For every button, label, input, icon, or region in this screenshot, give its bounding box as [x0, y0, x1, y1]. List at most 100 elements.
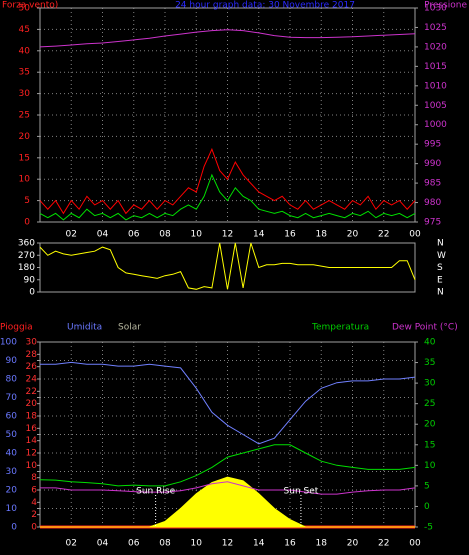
- x-tick-label: 22: [378, 230, 389, 240]
- y2-tick-label: 1025: [424, 23, 447, 33]
- plot-frame: [39, 7, 416, 223]
- x-tick-label: 06: [128, 230, 140, 240]
- y-tick-label: 70: [6, 393, 18, 403]
- y2-tick-label: 10: [424, 461, 436, 471]
- chart-title: 24 hour graph data: 30 Novembre 2017: [175, 1, 355, 11]
- y-tick-label: 0: [24, 218, 30, 228]
- x-tick-label: 20: [347, 230, 359, 240]
- y2-tick-label: 15: [424, 440, 435, 450]
- y-tick-label: 180: [18, 263, 35, 273]
- y-tick-label: 60: [6, 412, 18, 422]
- y2-tick-label: 975: [424, 218, 441, 228]
- y-tick-label: 360: [18, 239, 35, 249]
- x-tick-label: 00: [409, 539, 421, 549]
- y2-tick-label: 40: [424, 338, 436, 348]
- x-tick-label: 00: [409, 230, 421, 240]
- y-tick-label: 10: [6, 504, 18, 514]
- x-tick-label: 02: [66, 230, 77, 240]
- y3-tick-label: 16: [26, 424, 38, 434]
- x-tick-label: 14: [253, 230, 265, 240]
- y2-tick-label: 20: [424, 420, 436, 430]
- line: [39, 444, 416, 487]
- y2-axis-label: Pressione: [424, 1, 467, 11]
- x-tick-label: 16: [284, 539, 296, 549]
- y2-tick-label: 1010: [424, 81, 447, 91]
- legend-entry: Umidita: [67, 323, 102, 333]
- y2-tick-label: 980: [424, 198, 441, 208]
- x-tick-label: 08: [159, 230, 171, 240]
- y2-tick-label: 1020: [424, 42, 447, 52]
- x-tick-label: 02: [66, 539, 77, 549]
- y-tick-label: 0: [29, 288, 35, 298]
- y3-tick-label: 26: [26, 362, 38, 372]
- annotation: Sun Rise: [136, 487, 175, 497]
- plot-frame: [39, 242, 416, 293]
- x-tick-label: 10: [191, 230, 203, 240]
- x-tick-label: 12: [222, 230, 233, 240]
- y-tick-label: 90: [24, 275, 36, 285]
- y-tick-label: 10: [19, 175, 31, 185]
- line: [40, 481, 416, 495]
- y-tick-label: 15: [19, 153, 30, 163]
- x-tick-label: 10: [191, 539, 203, 549]
- compass-label: N: [437, 239, 444, 249]
- compass-label: W: [437, 251, 446, 261]
- y-tick-label: 20: [19, 132, 31, 142]
- x-tick-label: 04: [97, 230, 109, 240]
- legend-entry: Pioggia: [0, 323, 33, 333]
- y3-tick-label: 0: [31, 523, 37, 533]
- x-tick-label: 12: [222, 539, 233, 549]
- y3-tick-label: 6: [31, 486, 37, 496]
- line: [40, 361, 416, 445]
- y-tick-label: 40: [19, 46, 31, 56]
- y2-tick-label: 25: [424, 399, 435, 409]
- x-tick-label: 22: [378, 539, 389, 549]
- y3-tick-label: 24: [26, 375, 38, 385]
- y-tick-label: 25: [19, 111, 30, 121]
- y3-tick-label: 10: [26, 461, 38, 471]
- y-tick-label: 80: [6, 375, 18, 385]
- y-tick-label: 20: [6, 486, 18, 496]
- y2-tick-label: 1000: [424, 120, 447, 130]
- y-tick-label: 45: [19, 25, 30, 35]
- x-tick-label: 08: [159, 539, 171, 549]
- x-tick-label: 16: [284, 230, 296, 240]
- y2-tick-label: 1015: [424, 62, 447, 72]
- y3-tick-label: 2: [31, 510, 37, 520]
- y-tick-label: 50: [6, 430, 18, 440]
- y-tick-label: 50: [19, 4, 31, 14]
- y2-tick-label: 35: [424, 358, 435, 368]
- compass-label: S: [437, 263, 443, 273]
- y-axis-label: Forza vento): [2, 1, 58, 11]
- y3-tick-label: 30: [26, 338, 38, 348]
- line: [39, 242, 416, 290]
- y-tick-label: 100: [0, 338, 17, 348]
- line: [39, 173, 416, 221]
- y3-tick-label: 8: [31, 473, 37, 483]
- y-tick-label: 30: [19, 89, 31, 99]
- line: [39, 29, 416, 48]
- legend-entry: Dew Point (°C): [392, 323, 458, 333]
- y3-tick-label: 22: [26, 387, 37, 397]
- x-tick-label: 06: [128, 539, 140, 549]
- y2-tick-label: 5: [424, 481, 430, 491]
- y-tick-label: 5: [24, 196, 30, 206]
- y2-tick-label: 985: [424, 179, 441, 189]
- compass-label: E: [437, 275, 443, 285]
- y2-tick-label: -5: [424, 523, 433, 533]
- y-tick-label: 0: [11, 523, 17, 533]
- y-tick-label: 90: [6, 356, 18, 366]
- annotation: Sun Set: [284, 487, 319, 497]
- y3-tick-label: 12: [26, 449, 37, 459]
- x-tick-label: 18: [316, 539, 328, 549]
- y-tick-label: 30: [6, 467, 18, 477]
- x-tick-label: 20: [347, 539, 359, 549]
- y-tick-label: 35: [19, 68, 30, 78]
- y-tick-label: 270: [18, 251, 35, 261]
- y2-tick-label: 990: [424, 159, 441, 169]
- y2-tick-label: 0: [424, 502, 430, 512]
- x-tick-label: 18: [316, 230, 328, 240]
